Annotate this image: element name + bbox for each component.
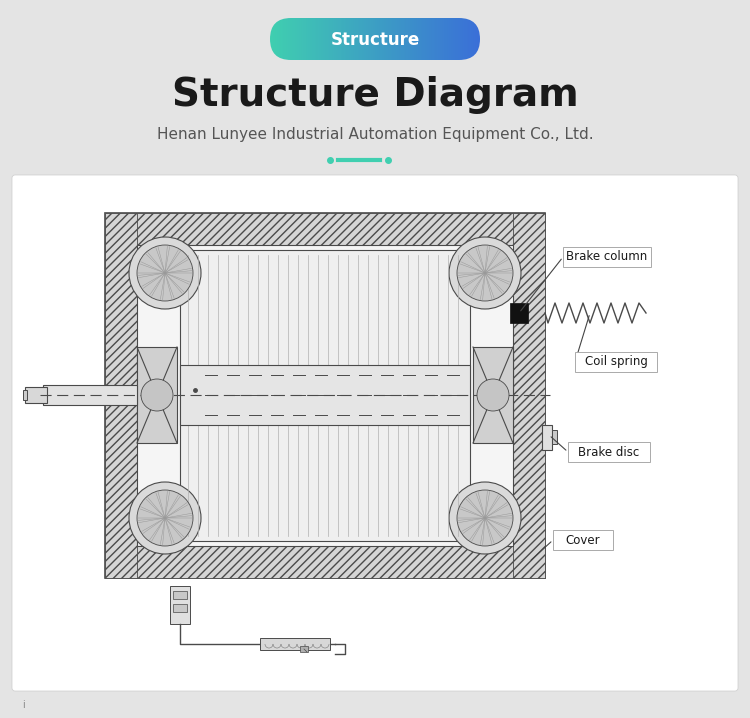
- Bar: [137, 347, 177, 443]
- Bar: [180, 365, 470, 425]
- Bar: [23, 390, 27, 400]
- Circle shape: [129, 237, 201, 309]
- Text: Coil spring: Coil spring: [584, 355, 647, 368]
- Bar: [180, 250, 470, 541]
- Circle shape: [129, 482, 201, 554]
- FancyBboxPatch shape: [12, 175, 738, 691]
- Circle shape: [141, 379, 173, 411]
- Bar: [105, 213, 545, 245]
- Text: Brake disc: Brake disc: [578, 445, 640, 459]
- Bar: [568, 442, 650, 462]
- Circle shape: [457, 490, 513, 546]
- Bar: [575, 352, 657, 372]
- Bar: [173, 604, 187, 612]
- Bar: [552, 430, 557, 444]
- Circle shape: [137, 490, 193, 546]
- Bar: [513, 213, 545, 578]
- Bar: [105, 213, 545, 578]
- Circle shape: [457, 245, 513, 301]
- Circle shape: [449, 237, 521, 309]
- Text: Structure: Structure: [330, 31, 420, 49]
- Bar: [553, 530, 613, 550]
- Bar: [105, 546, 545, 578]
- Circle shape: [449, 482, 521, 554]
- Text: Cover: Cover: [566, 533, 600, 546]
- Text: Structure Diagram: Structure Diagram: [172, 76, 578, 114]
- Bar: [563, 247, 651, 267]
- Bar: [25, 387, 47, 403]
- Bar: [542, 425, 552, 450]
- Bar: [173, 591, 187, 599]
- Bar: [105, 213, 137, 578]
- Bar: [43, 385, 137, 405]
- Bar: [300, 646, 308, 652]
- Text: Brake column: Brake column: [566, 251, 647, 264]
- Circle shape: [137, 245, 193, 301]
- Text: Henan Lunyee Industrial Automation Equipment Co., Ltd.: Henan Lunyee Industrial Automation Equip…: [157, 128, 593, 142]
- Bar: [260, 638, 330, 650]
- Bar: [510, 303, 528, 323]
- Text: i: i: [22, 700, 25, 710]
- Circle shape: [477, 379, 509, 411]
- Bar: [137, 245, 513, 546]
- Bar: [170, 586, 190, 624]
- Bar: [473, 347, 513, 443]
